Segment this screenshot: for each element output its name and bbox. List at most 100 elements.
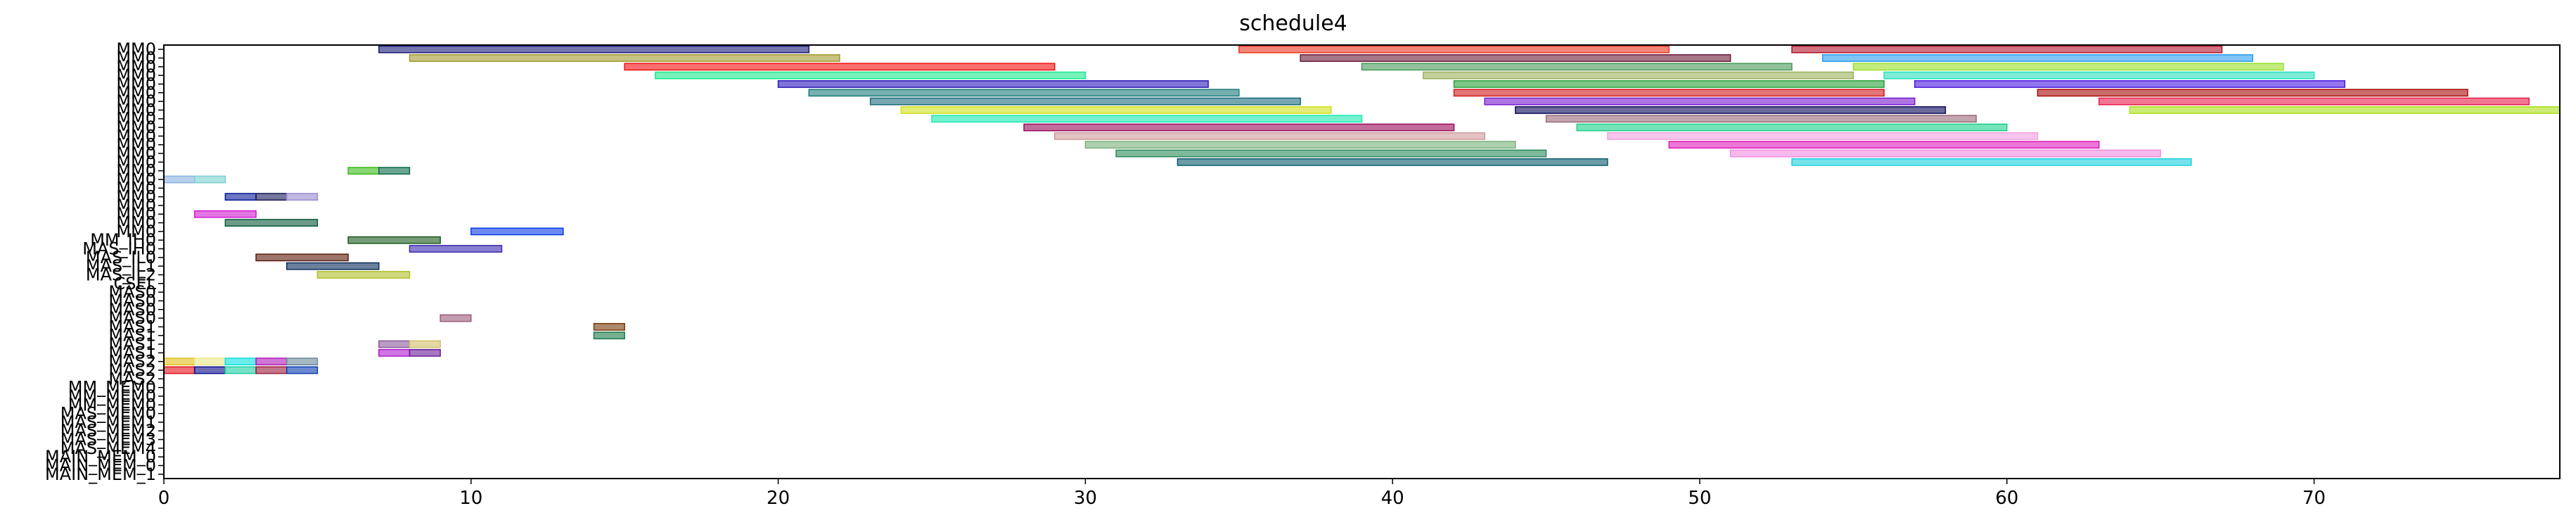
y-tick-label: MM0 — [116, 170, 156, 189]
y-tick-label: MM0 — [116, 91, 156, 111]
task-bar — [1515, 106, 1947, 114]
y-tick-label: MAS2 — [108, 352, 156, 372]
y-tick-label: MM0 — [116, 109, 156, 129]
task-bar — [255, 193, 288, 201]
y-tick-label: MAS_MEM1 — [60, 412, 156, 432]
task-bar — [1238, 45, 1670, 53]
y-tick-label: MM0 — [116, 213, 156, 233]
task-bar — [1791, 45, 2223, 53]
task-bar — [1791, 158, 2192, 166]
task-bar — [409, 340, 441, 348]
task-bar — [1821, 54, 2253, 62]
y-tick-label: MM0 — [116, 152, 156, 172]
y-tick-label: MM0 — [116, 161, 156, 181]
y-tick-label: MM0 — [116, 100, 156, 120]
y-tick-label: MAS_MEM3 — [60, 430, 156, 450]
task-bar — [224, 219, 319, 227]
y-tick-label: MM0 — [116, 178, 156, 198]
task-bar — [1607, 132, 2039, 140]
y-tick-label: CSEL — [113, 274, 156, 293]
plot-frame — [163, 44, 2561, 479]
y-tick-label: MAS_MEM4 — [60, 438, 156, 458]
task-bar — [1545, 115, 1977, 123]
y-tick-label: MAS1 — [108, 326, 156, 346]
y-tick-label: MAS1 — [108, 317, 156, 336]
y-tick-label: MM_MEM0 — [68, 378, 156, 398]
y-tick-label: MAS0 — [108, 282, 156, 302]
y-tick-label: MAS_MEM2 — [60, 421, 156, 441]
task-bar — [1453, 80, 1885, 88]
task-bar — [2037, 89, 2468, 97]
task-bar — [1084, 141, 1516, 149]
y-tick-label: MM0 — [116, 187, 156, 207]
task-bar — [193, 366, 226, 374]
task-bar — [1852, 63, 2284, 71]
y-tick-label: MM0 — [116, 57, 156, 77]
x-tick-label: 10 — [459, 488, 482, 509]
task-bar — [593, 331, 625, 340]
y-tick-label: MM_IH0 — [90, 230, 156, 250]
x-tick-label: 70 — [2302, 488, 2326, 509]
y-tick-label: MAS_IL0 — [86, 248, 156, 267]
task-bar — [286, 358, 319, 366]
y-tick-label: MAS0 — [108, 300, 156, 320]
task-bar — [347, 236, 441, 244]
y-tick-label: MM_MEM0 — [68, 386, 156, 406]
task-bar — [808, 89, 1240, 97]
y-tick-label: MM_MEM0 — [68, 395, 156, 415]
x-tick-label: 30 — [1074, 488, 1097, 509]
y-axis-labels: MM0MM0MM0MM0MM0MM0MM0MM0MM0MM0MM0MM0MM0M… — [45, 39, 164, 484]
task-bar — [2129, 106, 2561, 114]
task-bar — [1883, 71, 2315, 80]
y-tick-label: MM0 — [116, 48, 156, 68]
chart-title: schedule4 — [1239, 11, 1347, 36]
y-tick-label: MAS0 — [108, 308, 156, 328]
task-bar — [255, 253, 349, 262]
task-bar — [286, 262, 380, 270]
task-bar — [255, 366, 288, 374]
y-tick-label: MM0 — [116, 83, 156, 103]
task-bar — [163, 175, 196, 184]
task-bar — [624, 63, 1056, 71]
task-bar — [378, 45, 810, 53]
task-bar — [347, 167, 380, 175]
task-bar — [193, 358, 226, 366]
task-bar — [1177, 158, 1608, 166]
y-tick-label: MM0 — [116, 65, 156, 85]
y-tick-label: MAIN_MEM_0 — [45, 447, 156, 467]
y-tick-label: MAIN_MEM_0 — [45, 456, 156, 476]
task-bar — [931, 115, 1363, 123]
task-bar — [224, 366, 257, 374]
task-bar — [1423, 71, 1854, 80]
task-bar — [378, 167, 411, 175]
task-bar — [777, 80, 1209, 88]
x-tick-label: 40 — [1381, 488, 1404, 509]
y-tick-label: MM0 — [116, 144, 156, 163]
y-tick-label: MAS1 — [108, 334, 156, 354]
task-bar — [378, 340, 411, 348]
task-bar — [224, 358, 257, 366]
task-bar — [409, 348, 441, 357]
y-tick-label: MAS0 — [108, 291, 156, 310]
task-bar — [1300, 54, 1731, 62]
task-bar — [409, 245, 503, 253]
x-tick-label: 60 — [1995, 488, 2018, 509]
y-tick-label: MAS_MEM0 — [60, 404, 156, 424]
task-bar — [193, 210, 257, 218]
task-bar — [655, 71, 1087, 80]
x-tick-label: 0 — [158, 488, 170, 509]
task-bar — [1576, 123, 2008, 132]
task-bar — [1023, 123, 1455, 132]
y-tick-label: MM0 — [116, 222, 156, 241]
y-tick-label: MAS1 — [108, 343, 156, 362]
task-bar — [1729, 149, 2161, 158]
task-bar — [470, 227, 564, 236]
y-tick-label: MM0 — [116, 135, 156, 155]
y-tick-label: MM0 — [116, 126, 156, 146]
task-bar — [869, 97, 1301, 106]
task-bar — [409, 54, 840, 62]
task-bar — [255, 358, 288, 366]
x-tick-label: 50 — [1688, 488, 1711, 509]
task-bar — [1361, 63, 1793, 71]
